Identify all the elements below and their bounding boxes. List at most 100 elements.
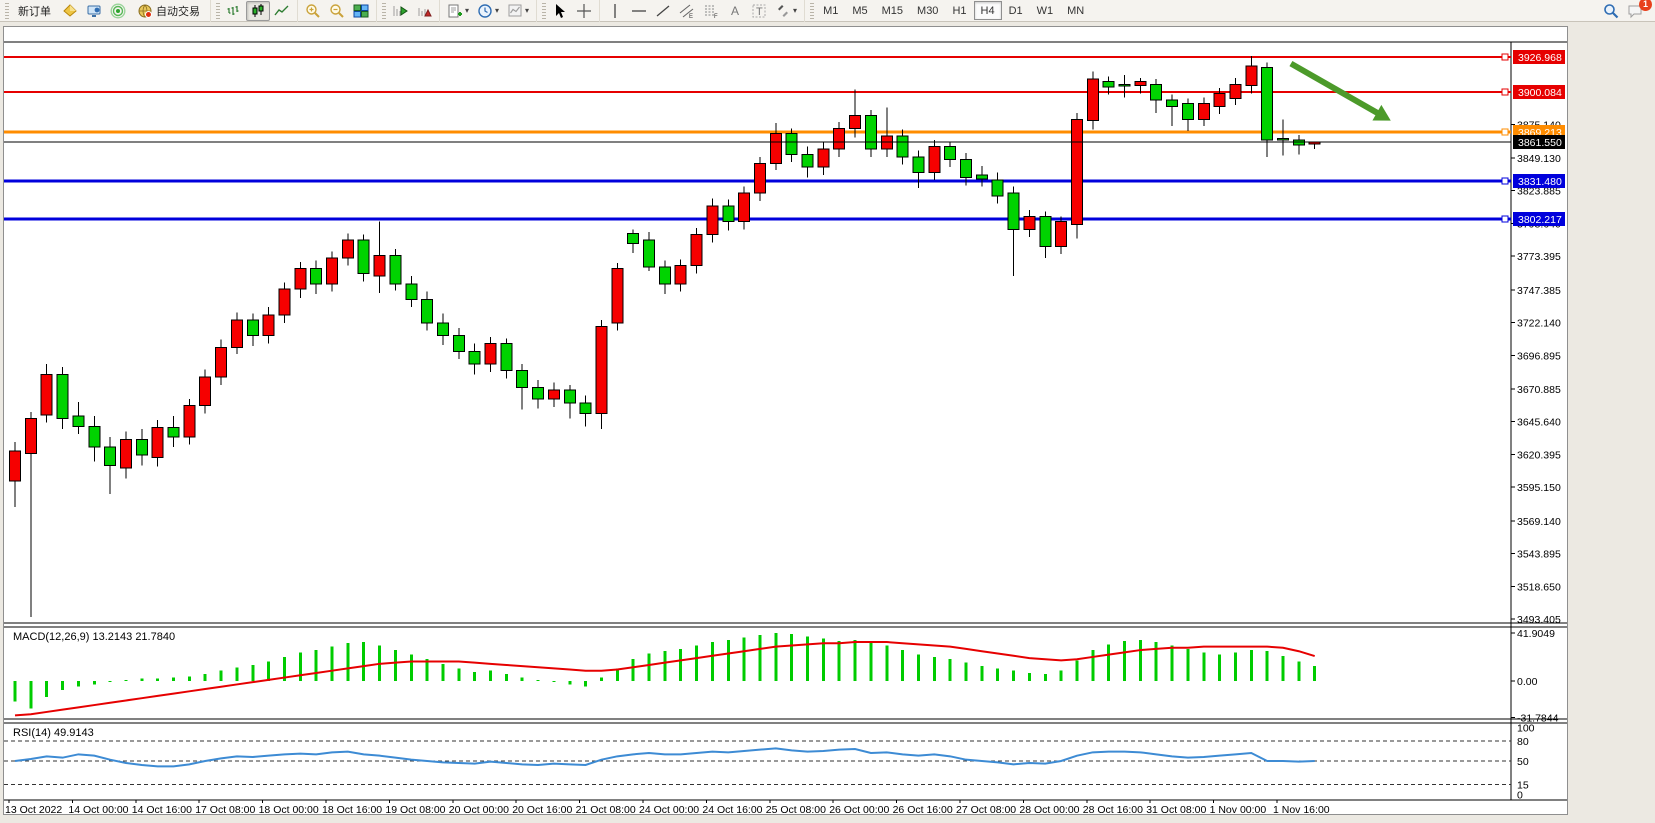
timeframe-button-m5[interactable]: M5 bbox=[852, 4, 868, 17]
new-order-button[interactable]: 新订单 bbox=[18, 5, 51, 18]
candle-body bbox=[674, 265, 687, 285]
candlestick-chart-icon[interactable] bbox=[246, 0, 270, 21]
macd-histogram-bar bbox=[916, 654, 920, 681]
timeframe-button-d1[interactable]: D1 bbox=[1008, 4, 1023, 17]
candle-body bbox=[135, 438, 148, 456]
candle-body bbox=[1134, 81, 1147, 87]
chat-icon[interactable]: 1 bbox=[1623, 0, 1652, 21]
timeframe-button-m15[interactable]: M15 bbox=[881, 4, 904, 17]
timeframe-button-mn[interactable]: MN bbox=[1067, 4, 1085, 17]
vertical-line-icon[interactable] bbox=[603, 1, 627, 21]
macd-histogram-bar bbox=[172, 677, 175, 681]
timeframe-button-m1[interactable]: M1 bbox=[823, 4, 839, 17]
template-icon[interactable]: ▾ bbox=[503, 1, 533, 21]
shapes-icon[interactable]: ▾ bbox=[771, 1, 801, 21]
candle-body bbox=[9, 450, 21, 482]
trend-line-icon[interactable] bbox=[651, 1, 675, 21]
candle-body bbox=[119, 438, 132, 469]
toolbar-drag-handle[interactable] bbox=[216, 2, 220, 19]
candle-body bbox=[230, 319, 243, 348]
candle-body bbox=[183, 405, 196, 438]
price-axis-tick: 3670.885 bbox=[1517, 384, 1561, 396]
macd-histogram-bar bbox=[821, 638, 825, 681]
candle-body bbox=[753, 162, 766, 194]
channel-icon[interactable]: E bbox=[675, 1, 699, 21]
bar-chart-icon[interactable] bbox=[222, 1, 246, 21]
macd-histogram-bar bbox=[219, 670, 223, 681]
zoom-in-icon[interactable] bbox=[301, 1, 325, 21]
time-axis-label: 17 Oct 08:00 bbox=[195, 804, 255, 814]
signal-icon[interactable] bbox=[106, 1, 130, 21]
time-axis-label: 28 Oct 16:00 bbox=[1083, 804, 1143, 814]
macd-indicator-label: MACD(12,26,9) 13.2143 21.7840 bbox=[13, 631, 176, 643]
timeframe-button-h1[interactable]: H1 bbox=[952, 4, 967, 17]
fibonacci-icon[interactable]: F bbox=[699, 1, 723, 21]
candle-body bbox=[484, 342, 497, 365]
time-axis-label: 26 Oct 00:00 bbox=[829, 804, 889, 814]
rsi-axis-tick: 80 bbox=[1517, 736, 1529, 748]
crosshair-icon[interactable] bbox=[572, 1, 596, 21]
horizontal-line-icon[interactable] bbox=[627, 1, 651, 21]
line-handle bbox=[1501, 177, 1509, 185]
diamond-icon[interactable] bbox=[58, 1, 82, 21]
macd-histogram-bar bbox=[980, 666, 984, 681]
macd-histogram-bar bbox=[1249, 650, 1253, 681]
macd-histogram-bar bbox=[901, 650, 905, 681]
price-chart-canvas[interactable]: 3875.1403849.1303823.8853798.6403773.395… bbox=[4, 27, 1567, 814]
macd-histogram-bar bbox=[568, 681, 572, 685]
macd-histogram-bar bbox=[267, 661, 271, 681]
candle-body bbox=[1039, 215, 1052, 247]
timeframe-button-h4[interactable]: H4 bbox=[973, 1, 1002, 20]
toolbar-drag-handle[interactable] bbox=[5, 2, 9, 19]
timeframe-button-w1[interactable]: W1 bbox=[1036, 4, 1054, 17]
time-axis-label: 28 Oct 00:00 bbox=[1019, 804, 1079, 814]
period-clock-icon[interactable]: ▾ bbox=[473, 1, 503, 21]
macd-histogram-bar bbox=[1075, 660, 1079, 681]
macd-histogram-bar bbox=[1043, 674, 1047, 681]
tile-windows-icon[interactable] bbox=[349, 1, 373, 21]
toolbar-drag-handle[interactable] bbox=[810, 2, 815, 19]
timeframe-button-m30[interactable]: M30 bbox=[917, 4, 939, 17]
macd-axis-tick: 0.00 bbox=[1517, 676, 1538, 688]
svg-text:3861.550: 3861.550 bbox=[1518, 137, 1562, 149]
new-chart-icon[interactable]: ▾ bbox=[443, 1, 473, 21]
toolbar-drag-handle[interactable] bbox=[542, 2, 547, 19]
terminal-icon[interactable] bbox=[82, 1, 106, 21]
time-axis-label: 27 Oct 08:00 bbox=[956, 804, 1016, 814]
candle-body bbox=[278, 288, 291, 316]
text-icon[interactable]: A bbox=[723, 1, 747, 21]
timeframe-group: M1 M5 M15 M30 H1 H4 D1 W1 MN bbox=[804, 0, 1094, 22]
toolbar-drag-handle[interactable] bbox=[382, 2, 386, 19]
chart-shift-icon[interactable] bbox=[412, 1, 436, 21]
macd-histogram-bar bbox=[156, 678, 160, 681]
macd-histogram-bar bbox=[203, 674, 207, 681]
macd-histogram-bar bbox=[489, 670, 492, 681]
search-icon[interactable] bbox=[1599, 1, 1623, 21]
candle-body bbox=[389, 254, 402, 285]
auto-trading-button[interactable]: 自动交易 bbox=[130, 1, 207, 21]
candle-body bbox=[167, 427, 180, 438]
line-chart-icon[interactable] bbox=[270, 1, 294, 21]
macd-histogram-bar bbox=[457, 668, 461, 681]
macd-histogram-bar bbox=[631, 659, 635, 681]
candle-body bbox=[246, 319, 259, 337]
macd-histogram-bar bbox=[1107, 644, 1111, 681]
candle-body bbox=[611, 267, 624, 324]
macd-histogram-bar bbox=[314, 650, 318, 681]
macd-histogram-bar bbox=[726, 639, 730, 681]
zoom-out-icon[interactable] bbox=[325, 1, 349, 21]
candle-body bbox=[24, 418, 37, 455]
line-handle bbox=[1501, 53, 1509, 61]
time-axis-label: 26 Oct 16:00 bbox=[893, 804, 953, 814]
auto-scroll-icon[interactable] bbox=[388, 1, 412, 21]
candle-body bbox=[722, 205, 735, 223]
price-line-badge bbox=[1513, 50, 1565, 65]
candle-body bbox=[769, 133, 782, 164]
cursor-icon[interactable] bbox=[548, 1, 572, 21]
candle-body bbox=[357, 239, 370, 275]
label-icon[interactable]: T bbox=[747, 1, 771, 21]
price-axis-tick: 3849.130 bbox=[1517, 153, 1561, 165]
macd-histogram-bar bbox=[393, 650, 397, 681]
candle-body bbox=[991, 179, 1004, 197]
macd-histogram-bar bbox=[1265, 651, 1269, 681]
